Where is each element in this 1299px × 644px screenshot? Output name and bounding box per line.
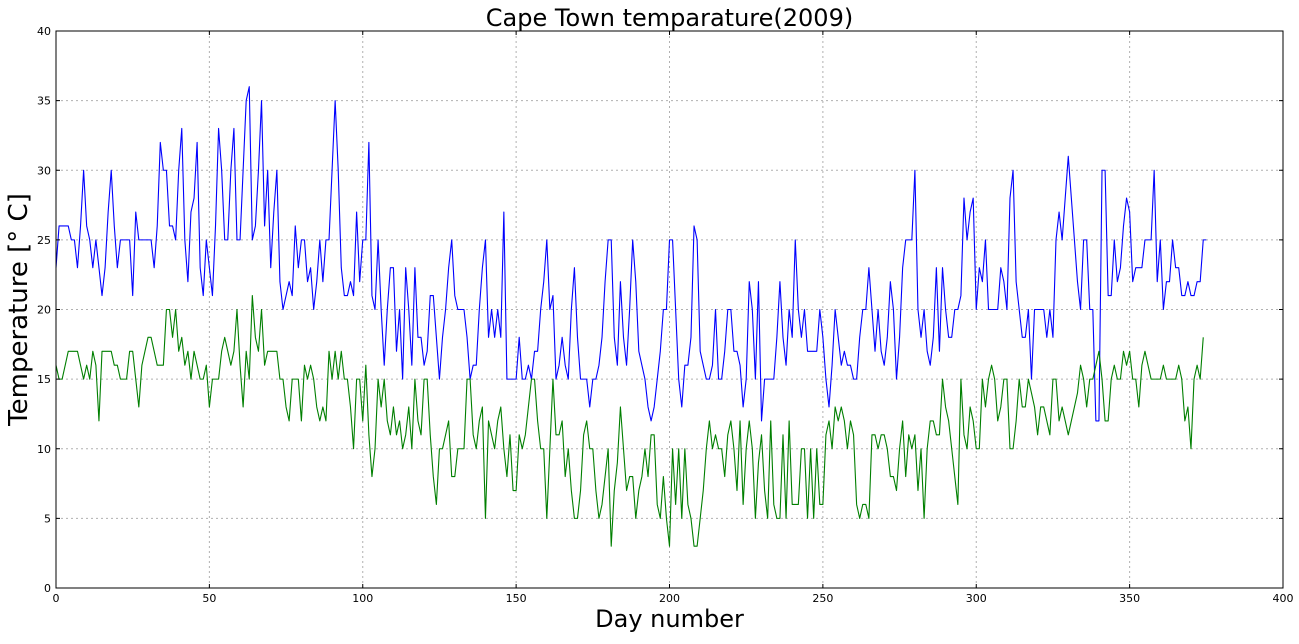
series-line-high [55, 86, 1207, 422]
chart-title: Cape Town temparature(2009) [486, 4, 853, 32]
series-line-low [55, 295, 1204, 547]
y-tick-label: 35 [37, 95, 51, 108]
plot-frame [55, 30, 1284, 589]
y-tick-label: 10 [37, 443, 51, 456]
y-tick-label: 40 [37, 25, 51, 38]
y-tick-label: 20 [37, 304, 51, 317]
y-axis-label: Temperature [° C] [4, 193, 34, 427]
y-tick-label: 5 [44, 512, 51, 525]
x-tick-label: 250 [812, 592, 833, 605]
y-tick-label: 25 [37, 234, 51, 247]
x-tick-label: 100 [352, 592, 373, 605]
x-tick-label: 300 [966, 592, 987, 605]
x-tick-label: 400 [1273, 592, 1294, 605]
grid [56, 31, 1283, 588]
series-layer [55, 86, 1207, 547]
ticks: 0 50 100 150 200 250 300 350 400 0 5 10 15 20 25 30 35 40 [37, 25, 1294, 605]
x-tick-label: 0 [53, 592, 60, 605]
y-tick-label: 0 [44, 582, 51, 595]
x-tick-label: 150 [506, 592, 527, 605]
x-tick-label: 50 [202, 592, 216, 605]
x-tick-label: 200 [659, 592, 680, 605]
y-tick-label: 30 [37, 164, 51, 177]
x-tick-label: 350 [1119, 592, 1140, 605]
y-tick-label: 15 [37, 373, 51, 386]
x-axis-label: Day number [595, 605, 744, 633]
